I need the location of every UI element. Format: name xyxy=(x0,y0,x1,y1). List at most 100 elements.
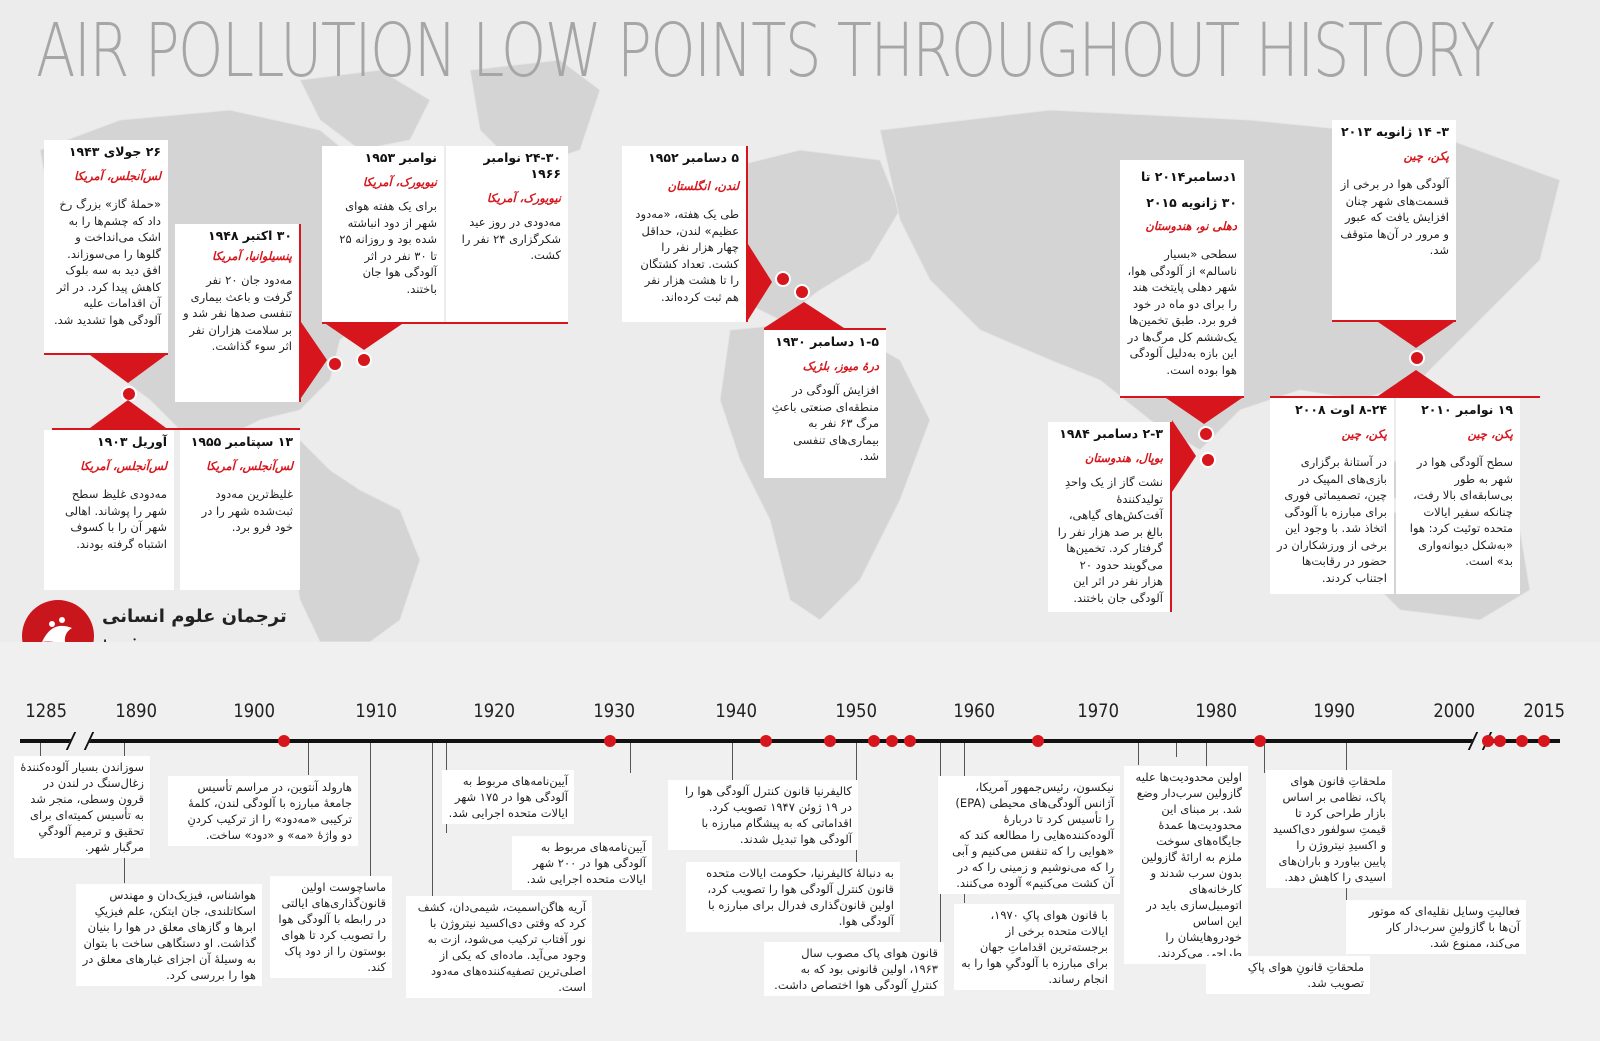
card-place: نیویورک، آمریکا xyxy=(486,191,561,205)
location-dot xyxy=(1198,426,1214,442)
card-place: نیویورک، آمریکا xyxy=(362,175,437,189)
card-pointer xyxy=(1166,398,1242,424)
card-place: پنسیلوانیا، آمریکا xyxy=(212,249,292,263)
connector-line xyxy=(1264,743,1265,773)
timeline-axis xyxy=(20,739,1560,743)
timeline-event: کالیفرنیا قانون کنترل آلودگی هوا را در ۱… xyxy=(668,780,858,850)
card-place: درهٔ میوز، بلژیک xyxy=(802,359,879,373)
card-date: ۳- ۱۴ ژانویه ۲۰۱۳ xyxy=(1341,124,1449,139)
card-pointer xyxy=(301,322,327,398)
page-title: AIR POLLUTION LOW POINTS THROUGHOUT HIST… xyxy=(36,8,1496,94)
connector-line xyxy=(630,743,631,773)
timeline-dot xyxy=(824,735,836,747)
timeline-dot xyxy=(886,735,898,747)
timeline-event: با قانون هوای پاکِ ۱۹۷۰، ایالات متحده بر… xyxy=(954,904,1114,990)
timeline-dot xyxy=(1032,735,1044,747)
timeline-dot xyxy=(1254,735,1266,747)
year-label: 1940 xyxy=(715,700,757,722)
connector-line xyxy=(308,743,309,775)
connector-line xyxy=(370,743,371,877)
timeline-event: اولین محدودیت‌ها علیه گازولین سرب‌دار وض… xyxy=(1124,766,1248,964)
location-dot xyxy=(775,271,791,287)
card-date: ۲-۳ دسامبر ۱۹۸۴ xyxy=(1059,426,1163,441)
year-label: 2000 xyxy=(1433,700,1475,722)
timeline-event: قانون هوای پاک مصوب سال ۱۹۶۳، اولین قانو… xyxy=(764,942,944,996)
card-marker-line xyxy=(322,322,568,324)
timeline-event: به دنبالهٔ کالیفرنیا، حکومت ایالات متحده… xyxy=(686,862,900,932)
card-pointer xyxy=(764,302,844,328)
card-place: پکن، چین xyxy=(1467,427,1513,441)
card-desc: افزایش آلودگی در منطقه‌ای صنعتی باعثِ مر… xyxy=(771,383,879,463)
year-label: 1990 xyxy=(1313,700,1355,722)
year-label: 1950 xyxy=(835,700,877,722)
card-marker-line xyxy=(1120,396,1244,398)
event-card-delhi-2014: ۱دسامبر۲۰۱۴ تا ۳۰ ژانویه ۲۰۱۵ دهلی نو، ه… xyxy=(1120,160,1244,396)
event-card-la-1943: ۲۶ جولای ۱۹۴۳ لس‌آنجلس، آمریکا «حملهٔ گا… xyxy=(44,140,168,355)
event-card-beijing-2013: ۳- ۱۴ ژانویه ۲۰۱۳ پکن، چین آلودگی هوا در… xyxy=(1332,120,1456,320)
card-marker-line xyxy=(1270,396,1540,398)
event-card-la-1955: ۱۳ سپتامبر ۱۹۵۵ لس‌آنجلس، آمریکا غلیظ‌تر… xyxy=(180,430,300,590)
card-pointer xyxy=(1378,370,1454,396)
event-card-london-1952: ۵ دسامبر ۱۹۵۲ لندن، انگلستان طی یک هفته،… xyxy=(622,146,746,322)
event-card-la-1903: آوریل ۱۹۰۳ لس‌آنجلس، آمریکا مه‌دودی غلیظ… xyxy=(44,430,174,590)
card-marker-line xyxy=(299,224,301,402)
card-desc: آلودگی هوا در برخی از قسمت‌های شهر چنان … xyxy=(1340,177,1449,257)
card-place: لس‌آنجلس، آمریکا xyxy=(80,459,167,473)
card-place: دهلی نو، هندوستان xyxy=(1145,219,1237,233)
card-pointer xyxy=(1378,322,1454,348)
card-place: بوپال، هندوستان xyxy=(1084,451,1163,465)
card-date: ۸-۲۴ اوت ۲۰۰۸ xyxy=(1295,402,1387,417)
connector-line xyxy=(40,743,41,757)
year-label: 1910 xyxy=(355,700,397,722)
card-marker-line xyxy=(746,146,748,322)
location-dot xyxy=(327,356,343,372)
event-card-newyork-1966: ۲۴-۳۰ نوامبر ۱۹۶۶ نیویورک، آمریکا مه‌دود… xyxy=(446,146,568,322)
connector-line xyxy=(432,743,433,898)
year-label: 2015 xyxy=(1523,700,1565,722)
card-pointer xyxy=(90,400,166,428)
year-label: 1890 xyxy=(115,700,157,722)
timeline-event: آیین‌نامه‌های مربوط به آلودگی هوا در ۱۷۵… xyxy=(442,770,574,824)
event-card-beijing-2008: ۸-۲۴ اوت ۲۰۰۸ پکن، چین در آستانهٔ برگزار… xyxy=(1270,398,1394,594)
year-label: 1970 xyxy=(1077,700,1119,722)
timeline-dot xyxy=(1482,735,1494,747)
timeline-dot xyxy=(1538,735,1550,747)
card-pointer xyxy=(326,324,402,350)
card-desc: سطحی «بسیار ناسالم» از آلودگی هوا، شهر د… xyxy=(1127,247,1238,377)
card-desc: طی یک هفته، «مه‌دود عظیم» لندن، حداقل چه… xyxy=(635,207,739,304)
card-date: ۱۹ نوامبر ۲۰۱۰ xyxy=(1421,402,1513,417)
card-place: لس‌آنجلس، آمریکا xyxy=(74,169,161,183)
timeline-dot xyxy=(760,735,772,747)
timeline-dot xyxy=(604,735,616,747)
timeline-dot xyxy=(278,735,290,747)
card-pointer xyxy=(1172,420,1196,492)
card-place: لس‌آنجلس، آمریکا xyxy=(206,459,293,473)
card-place: پکن، چین xyxy=(1341,427,1387,441)
year-label: 1285 xyxy=(25,700,67,722)
card-date: ۱-۵ دسامبر ۱۹۳۰ xyxy=(775,334,879,349)
card-date: ۳۰ اکتبر ۱۹۴۸ xyxy=(207,228,292,243)
year-label: 1920 xyxy=(473,700,515,722)
card-marker-line xyxy=(52,428,300,430)
card-desc: مه‌دود جان ۲۰ نفر گرفت و باعث بیماری تنف… xyxy=(183,273,292,353)
year-label: 1930 xyxy=(593,700,635,722)
timeline-dot xyxy=(1494,735,1506,747)
card-marker-line xyxy=(44,353,168,355)
card-marker-line xyxy=(764,328,886,330)
timeline-event: هواشناس، فیزیک‌دان و مهندس اسکاتلندی، جا… xyxy=(76,884,262,986)
card-desc: «حملهٔ گاز» بزرگ رخ داد که چشم‌ها را به … xyxy=(53,197,161,327)
card-date: ۱۳ سپتامبر ۱۹۵۵ xyxy=(190,434,293,449)
card-pointer xyxy=(90,355,166,383)
card-date: نوامبر ۱۹۵۳ xyxy=(364,150,437,165)
card-desc: در آستانهٔ برگزاری بازی‌های المپیک در چی… xyxy=(1277,455,1387,585)
timeline-event: فعالیتِ وسایل نقلیه‌ای که موتور آن‌ها با… xyxy=(1346,900,1526,954)
timeline-dot xyxy=(1516,735,1528,747)
year-label: 1980 xyxy=(1195,700,1237,722)
card-date: ۲۴-۳۰ نوامبر ۱۹۶۶ xyxy=(483,150,561,181)
timeline-dot xyxy=(868,735,880,747)
card-marker-line xyxy=(1332,320,1456,322)
location-dot xyxy=(356,352,372,368)
timeline-event: سوزاندن بسیار آلوده‌کنندهٔ زغال‌سنگ در ل… xyxy=(14,756,150,858)
timeline-event: ملحقاتِ قانون هوای پاک، نظامی بر اساس با… xyxy=(1266,770,1392,888)
